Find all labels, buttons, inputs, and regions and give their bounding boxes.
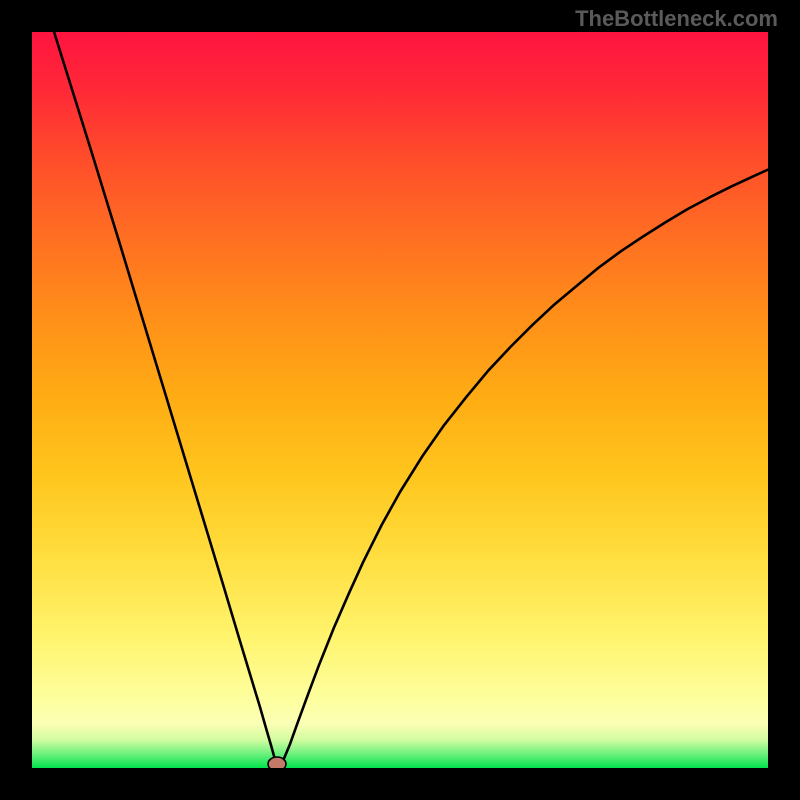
figure-root: TheBottleneck.com xyxy=(0,0,800,800)
curve-layer xyxy=(32,32,768,768)
minimum-marker-ellipse xyxy=(268,757,286,768)
plot-area xyxy=(32,32,768,768)
minimum-marker xyxy=(266,755,287,768)
bottleneck-curve xyxy=(54,32,768,768)
watermark-text: TheBottleneck.com xyxy=(575,6,778,32)
